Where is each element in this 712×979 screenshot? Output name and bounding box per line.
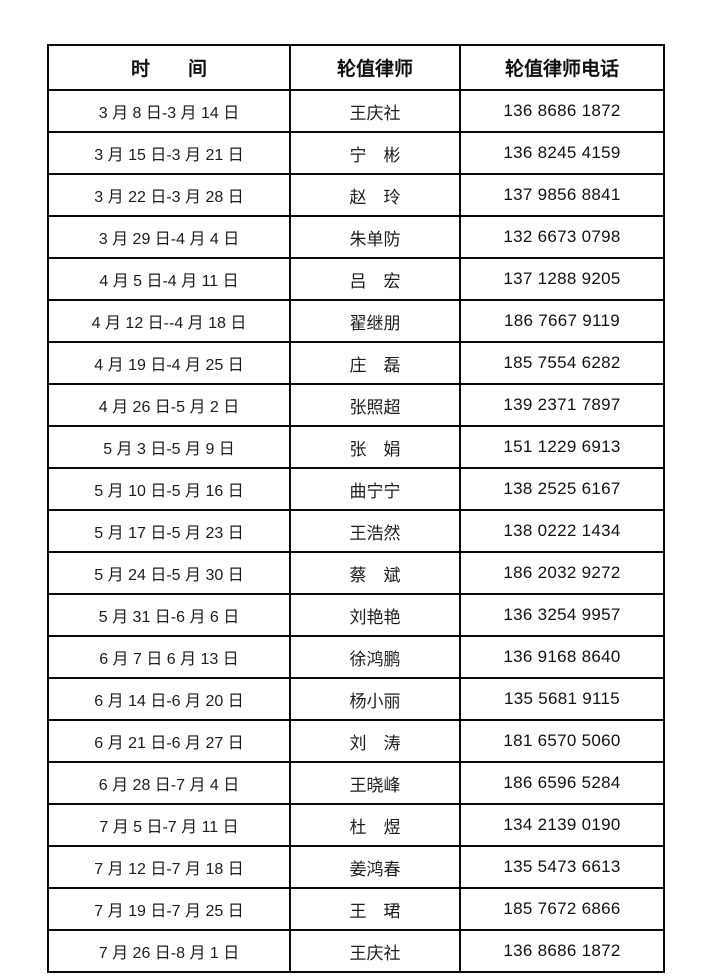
table-row: 5 月 31 日-6 月 6 日刘艳艳 136 3254 9957 (47, 593, 665, 637)
phone-cell: 186 6596 5284 (459, 761, 665, 805)
lawyer-cell: 姜鸿春 (289, 845, 461, 889)
lawyer-cell: 王晓峰 (289, 761, 461, 805)
header-time: 时 间 (47, 44, 291, 91)
table-row: 3 月 8 日-3 月 14 日王庆社 136 8686 1872 (47, 89, 665, 133)
table-row: 5 月 24 日-5 月 30 日蔡 斌 186 2032 9272 (47, 551, 665, 595)
table-row: 4 月 26 日-5 月 2 日张照超 139 2371 7897 (47, 383, 665, 427)
phone-cell: 137 1288 9205 (459, 257, 665, 301)
time-cell: 4 月 19 日-4 月 25 日 (47, 341, 291, 385)
table-row: 7 月 5 日-7 月 11 日杜 煜 134 2139 0190 (47, 803, 665, 847)
phone-cell: 136 8245 4159 (459, 131, 665, 175)
table-row: 5 月 10 日-5 月 16 日曲宁宁 138 2525 6167 (47, 467, 665, 511)
time-cell: 3 月 15 日-3 月 21 日 (47, 131, 291, 175)
header-lawyer: 轮值律师 (289, 44, 461, 91)
table-row: 6 月 28 日-7 月 4 日王晓峰 186 6596 5284 (47, 761, 665, 805)
time-cell: 5 月 24 日-5 月 30 日 (47, 551, 291, 595)
duty-lawyer-table: 时 间 轮值律师 轮值律师电话 3 月 8 日-3 月 14 日王庆社 136 8… (47, 44, 665, 973)
phone-cell: 181 6570 5060 (459, 719, 665, 763)
table-row: 3 月 15 日-3 月 21 日宁 彬 136 8245 4159 (47, 131, 665, 175)
phone-cell: 136 3254 9957 (459, 593, 665, 637)
lawyer-cell: 翟继朋 (289, 299, 461, 343)
time-cell: 3 月 8 日-3 月 14 日 (47, 89, 291, 133)
table-row: 6 月 14 日-6 月 20 日杨小丽 135 5681 9115 (47, 677, 665, 721)
lawyer-cell: 杜 煜 (289, 803, 461, 847)
lawyer-cell: 宁 彬 (289, 131, 461, 175)
lawyer-cell: 赵 玲 (289, 173, 461, 217)
phone-cell: 136 8686 1872 (459, 89, 665, 133)
phone-cell: 135 5473 6613 (459, 845, 665, 889)
time-cell: 6 月 28 日-7 月 4 日 (47, 761, 291, 805)
phone-cell: 136 8686 1872 (459, 929, 665, 973)
time-cell: 4 月 12 日--4 月 18 日 (47, 299, 291, 343)
phone-cell: 186 2032 9272 (459, 551, 665, 595)
table-row: 6 月 21 日-6 月 27 日刘 涛 181 6570 5060 (47, 719, 665, 763)
table-row: 5 月 17 日-5 月 23 日王浩然 138 0222 1434 (47, 509, 665, 553)
time-cell: 3 月 22 日-3 月 28 日 (47, 173, 291, 217)
lawyer-cell: 杨小丽 (289, 677, 461, 721)
phone-cell: 185 7672 6866 (459, 887, 665, 931)
table-row: 6 月 7 日 6 月 13 日徐鸿鹏 136 9168 8640 (47, 635, 665, 679)
time-cell: 5 月 10 日-5 月 16 日 (47, 467, 291, 511)
table-row: 5 月 3 日-5 月 9 日张 娟 151 1229 6913 (47, 425, 665, 469)
time-cell: 5 月 3 日-5 月 9 日 (47, 425, 291, 469)
time-cell: 6 月 21 日-6 月 27 日 (47, 719, 291, 763)
lawyer-cell: 张 娟 (289, 425, 461, 469)
table-row: 4 月 19 日-4 月 25 日庄 磊 185 7554 6282 (47, 341, 665, 385)
phone-cell: 186 7667 9119 (459, 299, 665, 343)
lawyer-cell: 徐鸿鹏 (289, 635, 461, 679)
lawyer-cell: 庄 磊 (289, 341, 461, 385)
table-header-row: 时 间 轮值律师 轮值律师电话 (47, 44, 665, 91)
lawyer-cell: 王 珺 (289, 887, 461, 931)
lawyer-cell: 蔡 斌 (289, 551, 461, 595)
lawyer-cell: 王浩然 (289, 509, 461, 553)
phone-cell: 134 2139 0190 (459, 803, 665, 847)
time-cell: 6 月 14 日-6 月 20 日 (47, 677, 291, 721)
time-cell: 7 月 26 日-8 月 1 日 (47, 929, 291, 973)
table-body: 3 月 8 日-3 月 14 日王庆社 136 8686 1872 3 月 15 日… (47, 89, 665, 973)
time-cell: 3 月 29 日-4 月 4 日 (47, 215, 291, 259)
header-phone: 轮值律师电话 (459, 44, 665, 91)
table-row: 3 月 22 日-3 月 28 日赵 玲 137 9856 8841 (47, 173, 665, 217)
phone-cell: 185 7554 6282 (459, 341, 665, 385)
lawyer-cell: 王庆社 (289, 929, 461, 973)
phone-cell: 151 1229 6913 (459, 425, 665, 469)
lawyer-cell: 曲宁宁 (289, 467, 461, 511)
table-row: 7 月 12 日-7 月 18 日姜鸿春 135 5473 6613 (47, 845, 665, 889)
table-row: 7 月 26 日-8 月 1 日王庆社 136 8686 1872 (47, 929, 665, 973)
lawyer-cell: 朱单防 (289, 215, 461, 259)
phone-cell: 138 0222 1434 (459, 509, 665, 553)
lawyer-cell: 吕 宏 (289, 257, 461, 301)
time-cell: 6 月 7 日 6 月 13 日 (47, 635, 291, 679)
time-cell: 7 月 12 日-7 月 18 日 (47, 845, 291, 889)
phone-cell: 132 6673 0798 (459, 215, 665, 259)
lawyer-cell: 刘艳艳 (289, 593, 461, 637)
table-row: 3 月 29 日-4 月 4 日朱单防 132 6673 0798 (47, 215, 665, 259)
table-row: 4 月 12 日--4 月 18 日翟继朋 186 7667 9119 (47, 299, 665, 343)
lawyer-cell: 刘 涛 (289, 719, 461, 763)
time-cell: 5 月 31 日-6 月 6 日 (47, 593, 291, 637)
phone-cell: 137 9856 8841 (459, 173, 665, 217)
table-row: 4 月 5 日-4 月 11 日吕 宏 137 1288 9205 (47, 257, 665, 301)
phone-cell: 135 5681 9115 (459, 677, 665, 721)
table-row: 7 月 19 日-7 月 25 日王 珺 185 7672 6866 (47, 887, 665, 931)
phone-cell: 138 2525 6167 (459, 467, 665, 511)
lawyer-cell: 张照超 (289, 383, 461, 427)
time-cell: 7 月 19 日-7 月 25 日 (47, 887, 291, 931)
time-cell: 7 月 5 日-7 月 11 日 (47, 803, 291, 847)
lawyer-cell: 王庆社 (289, 89, 461, 133)
time-cell: 5 月 17 日-5 月 23 日 (47, 509, 291, 553)
time-cell: 4 月 26 日-5 月 2 日 (47, 383, 291, 427)
phone-cell: 139 2371 7897 (459, 383, 665, 427)
phone-cell: 136 9168 8640 (459, 635, 665, 679)
time-cell: 4 月 5 日-4 月 11 日 (47, 257, 291, 301)
